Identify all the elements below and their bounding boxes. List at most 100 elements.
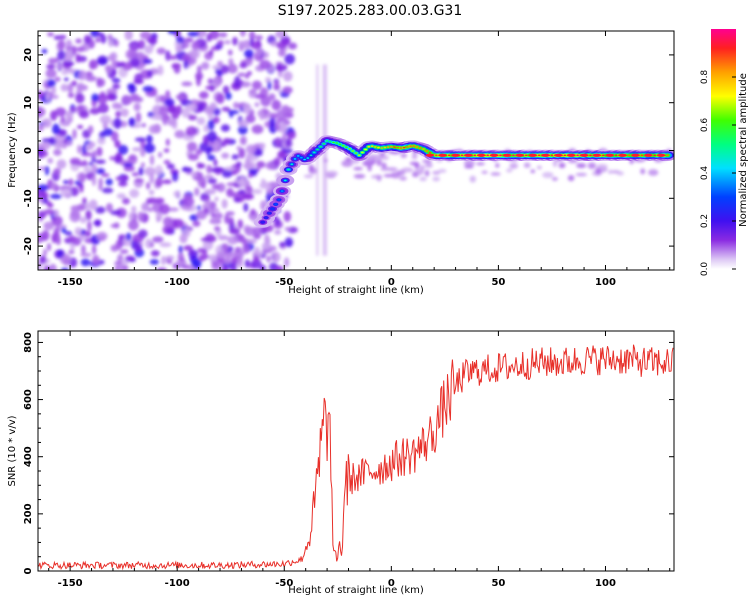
noise-blob: [53, 167, 61, 175]
noise-blob: [150, 115, 162, 120]
noise-blob: [131, 172, 140, 177]
noise-blob: [123, 162, 134, 168]
noise-blob: [231, 154, 239, 160]
noise-blob: [254, 246, 261, 256]
noise-blob: [41, 48, 48, 54]
snr-series-line: [38, 344, 674, 571]
noise-blob: [197, 176, 207, 188]
noise-blob: [237, 119, 249, 128]
noise-blob: [167, 31, 177, 35]
noise-blob: [376, 159, 383, 167]
colorbar-gradient: [711, 29, 736, 269]
noise-blob: [148, 124, 159, 134]
noise-blob: [259, 59, 271, 70]
noise-blob: [438, 169, 447, 173]
noise-blob: [108, 39, 114, 48]
noise-blob: [255, 48, 264, 56]
noise-blob: [149, 154, 155, 166]
track-segment: [537, 154, 541, 157]
track-segment: [280, 190, 284, 192]
noise-blob: [225, 211, 235, 216]
noise-blob: [80, 258, 91, 267]
noise-blob: [616, 171, 624, 176]
noise-blob: [87, 125, 94, 134]
noise-blob: [138, 229, 148, 238]
noise-blob: [196, 210, 208, 220]
noise-blob: [238, 40, 246, 51]
track-segment: [373, 146, 377, 148]
noise-blob: [175, 259, 187, 266]
track-peak: [451, 153, 460, 157]
track-segment: [367, 145, 371, 148]
noise-blob: [276, 136, 281, 148]
noise-blob: [83, 166, 91, 173]
colorbar-tick-label: 0.8: [700, 70, 710, 85]
noise-blob: [45, 68, 57, 79]
noise-blob: [279, 241, 286, 248]
noise-blob: [207, 119, 215, 131]
noise-blob: [48, 263, 57, 270]
noise-blob: [83, 34, 91, 45]
noise-blob: [208, 254, 217, 262]
noise-blob: [283, 71, 293, 82]
noise-blob: [60, 267, 69, 270]
heatmap-x-tick-label: 0: [388, 277, 395, 288]
snr-x-tick-label: -50: [275, 578, 293, 589]
noise-blob: [40, 141, 51, 150]
noise-blob: [218, 32, 228, 38]
noise-blob: [196, 117, 206, 125]
noise-blob: [99, 114, 112, 125]
noise-blob: [96, 78, 106, 87]
noise-blob: [285, 138, 293, 148]
noise-blob: [228, 216, 234, 227]
noise-blob: [105, 64, 112, 75]
noise-blob: [175, 105, 183, 116]
noise-blob: [189, 214, 199, 222]
track-segment: [563, 154, 567, 157]
noise-blob: [110, 210, 122, 216]
noise-blob: [165, 227, 173, 235]
noise-blob: [414, 169, 425, 175]
noise-blob: [181, 81, 193, 87]
noise-blob: [78, 110, 90, 119]
noise-blob: [288, 42, 298, 50]
track-segment: [316, 148, 319, 151]
noise-blob: [43, 266, 51, 270]
noise-blob: [209, 102, 217, 110]
noise-blob: [248, 168, 259, 174]
track-peak: [567, 153, 576, 157]
noise-blob: [167, 118, 178, 126]
snr-x-tick-label: 50: [491, 578, 505, 589]
track-segment: [627, 154, 631, 157]
noise-blob: [587, 162, 597, 169]
noise-blob: [65, 46, 74, 52]
noise-blob: [41, 118, 52, 128]
track-segment: [428, 152, 432, 154]
track-segment: [357, 154, 361, 157]
heatmap-y-tick-label: -20: [23, 237, 34, 255]
track-segment: [328, 140, 332, 143]
noise-blob: [229, 262, 237, 270]
noise-blob: [105, 203, 113, 213]
noise-blob: [64, 77, 69, 82]
noise-blob: [175, 45, 183, 53]
noise-blob: [217, 60, 224, 68]
noise-blob: [399, 176, 407, 181]
track-segment: [361, 151, 364, 154]
noise-blob: [149, 241, 154, 248]
noise-blob: [217, 235, 229, 241]
noise-blob: [238, 238, 249, 243]
noise-blob: [187, 153, 199, 161]
noise-blob: [419, 176, 427, 182]
noise-blob: [212, 107, 221, 116]
noise-blob: [140, 148, 146, 157]
noise-blob: [173, 190, 180, 198]
noise-blob: [197, 163, 206, 169]
track-segment: [325, 140, 329, 142]
heatmap-x-tick-label: -100: [165, 277, 190, 288]
track-peak: [464, 153, 473, 157]
noise-blob: [85, 71, 93, 77]
noise-blob: [87, 141, 96, 148]
noise-blob: [56, 159, 67, 170]
noise-blob: [96, 146, 103, 157]
